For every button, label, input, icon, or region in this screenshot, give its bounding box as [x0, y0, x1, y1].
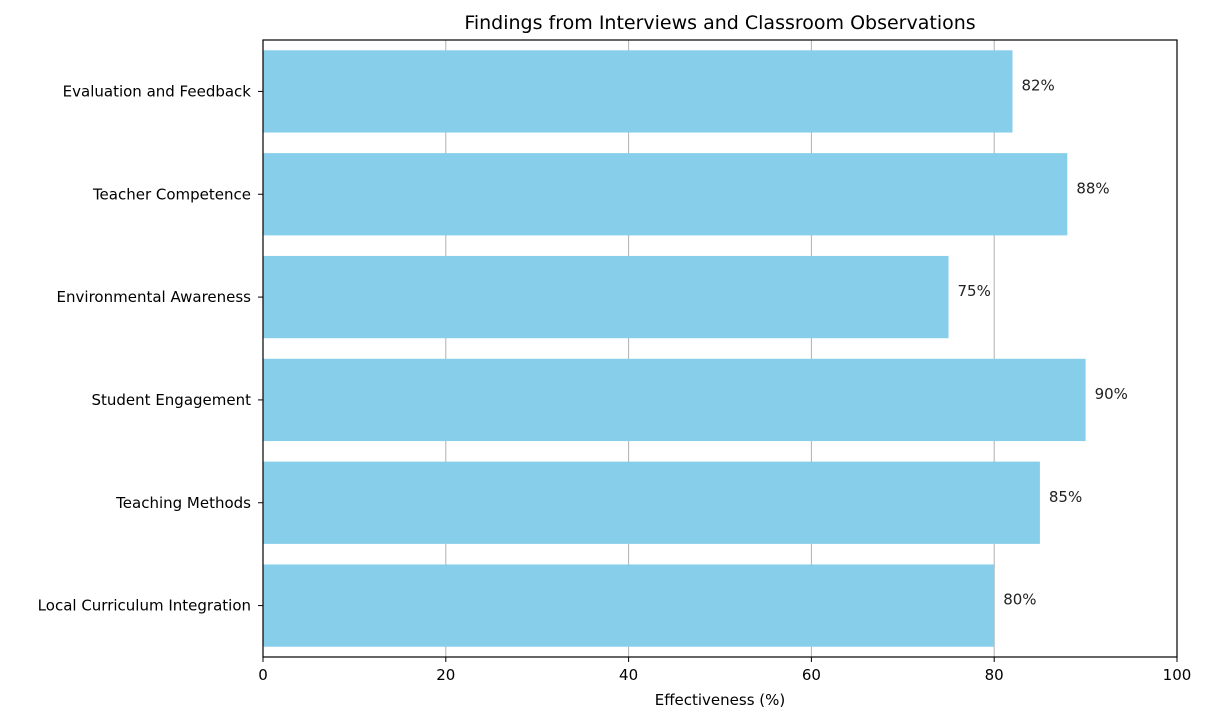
x-axis-label: Effectiveness (%)	[655, 691, 786, 708]
x-tick-label: 0	[258, 666, 268, 684]
bar	[263, 255, 949, 339]
data-labels: 80% 85% 90% 75% 88% 82%	[958, 76, 1128, 608]
bar	[263, 153, 1068, 236]
data-label: 82%	[1021, 76, 1054, 94]
x-tick-label: 100	[1163, 666, 1192, 684]
y-axis-ticks: Local Curriculum Integration Teaching Met…	[38, 82, 263, 615]
data-label: 90%	[1095, 385, 1128, 403]
category-label: Evaluation and Feedback	[63, 82, 252, 100]
data-label: 75%	[958, 282, 991, 300]
gridlines	[445, 40, 995, 657]
category-label: Local Curriculum Integration	[38, 597, 251, 615]
x-tick-label: 80	[985, 666, 1004, 684]
x-tick-label: 60	[802, 666, 821, 684]
bar	[263, 358, 1086, 442]
plot-frame	[262, 39, 1178, 658]
data-label: 88%	[1076, 179, 1109, 197]
category-label: Student Engagement	[92, 391, 252, 409]
x-axis-ticks: 0 20 40 60 80 100	[258, 657, 1191, 684]
bar	[263, 564, 995, 647]
x-tick-label: 40	[619, 666, 638, 684]
data-label: 80%	[1003, 591, 1036, 609]
bar	[263, 461, 1040, 544]
bars	[263, 50, 1086, 647]
category-label: Environmental Awareness	[57, 288, 252, 306]
chart-title: Findings from Interviews and Classroom O…	[464, 12, 975, 34]
category-label: Teacher Competence	[92, 185, 251, 203]
bar	[263, 50, 1013, 133]
x-tick-label: 20	[436, 666, 455, 684]
data-label: 85%	[1049, 488, 1082, 506]
category-label: Teaching Methods	[115, 494, 251, 512]
